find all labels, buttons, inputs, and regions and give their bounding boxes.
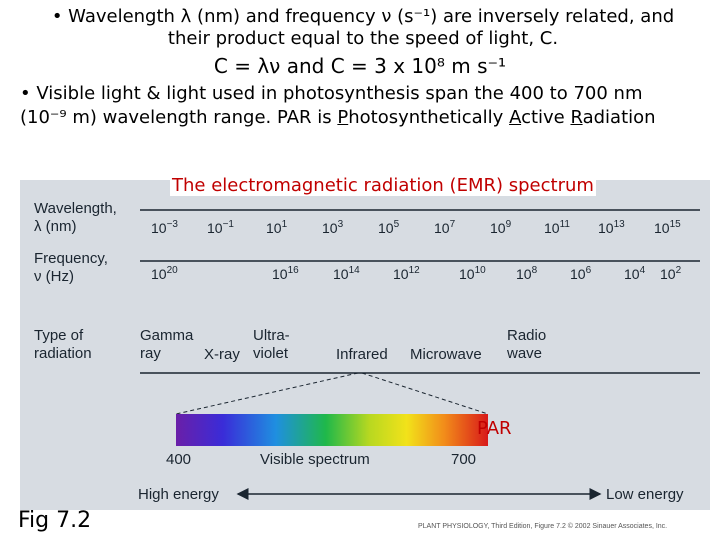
radiation-type-label-line1: Type of: [34, 327, 84, 344]
low-energy-label: Low energy: [606, 486, 684, 503]
gamma-line2: ray: [140, 345, 161, 362]
frequency-tick-8: 102: [660, 265, 682, 282]
visible-700-label: 700: [451, 451, 477, 468]
frequency-label: Frequency, ν (Hz): [34, 250, 108, 286]
radiation-ultraviolet: Ultra- violet: [253, 327, 290, 363]
wavelength-tick-9: 1015: [654, 219, 681, 236]
wavelength-tick-7: 1011: [544, 219, 570, 236]
speed-of-light-formula: C = λν and C = 3 x 10⁸ m s⁻¹: [213, 54, 507, 78]
bullet2-line2-start: (10⁻⁹ m) wavelength range. PAR is: [20, 107, 338, 128]
wavelength-tick-1: 10−1: [207, 219, 234, 236]
bullet-visible-light: • Visible light & light used in photosyn…: [20, 82, 710, 130]
par-letter-r: R: [570, 107, 583, 128]
radiation-type-label-line2: radiation: [34, 345, 92, 362]
gamma-line1: Gamma: [140, 327, 194, 344]
par-letter-a: A: [509, 107, 522, 128]
frequency-tick-6: 106: [570, 265, 592, 282]
uv-line2: violet: [253, 345, 289, 362]
frequency-tick-4: 1010: [459, 265, 486, 282]
frequency-tick-3: 1012: [393, 265, 420, 282]
frequency-tick-5: 108: [516, 265, 538, 282]
par-label: PAR: [477, 418, 512, 439]
wavelength-label: Wavelength, λ (nm): [34, 200, 117, 236]
par-word-ctive: ctive: [521, 107, 571, 128]
wavelength-tick-2: 101: [266, 219, 288, 236]
par-letter-p: P: [337, 107, 349, 128]
wavelength-tick-3: 103: [322, 219, 344, 236]
radiation-microwave: Microwave: [410, 346, 482, 363]
uv-line1: Ultra-: [253, 327, 290, 344]
wavelength-tick-4: 105: [378, 219, 400, 236]
radio-line1: Radio: [507, 327, 547, 344]
emr-spectrum-title: The electromagnetic radiation (EMR) spec…: [170, 175, 596, 196]
frequency-tick-1: 1016: [272, 265, 299, 282]
frequency-tick-0: 1020: [151, 265, 178, 282]
visible-400-label: 400: [166, 451, 192, 468]
par-word-hotosynthetically: hotosynthetically: [348, 107, 510, 128]
emr-figure-panel: [20, 180, 710, 510]
radiation-infrared: Infrared: [336, 346, 388, 363]
bullet1-line2: their product equal to the speed of ligh…: [167, 28, 559, 49]
radio-line2: wave: [507, 345, 543, 362]
bullet1-line1: • Wavelength λ (nm) and frequency ν (s⁻¹…: [51, 6, 675, 27]
wavelength-tick-5: 107: [434, 219, 456, 236]
radiation-radio-wave: Radio wave: [507, 327, 546, 363]
frequency-label-line2: ν (Hz): [34, 268, 74, 285]
radiation-xray: X-ray: [204, 346, 240, 363]
wavelength-tick-8: 1013: [598, 219, 625, 236]
frequency-tick-2: 1014: [333, 265, 360, 282]
radiation-gamma-ray: Gamma ray: [140, 327, 193, 363]
high-energy-label: High energy: [138, 486, 219, 503]
wavelength-label-line2: λ (nm): [34, 218, 77, 235]
frequency-tick-7: 104: [624, 265, 646, 282]
wavelength-label-line1: Wavelength,: [34, 200, 117, 217]
zoom-line-left: [175, 372, 359, 415]
wavelength-tick-0: 10−3: [151, 219, 178, 236]
zoom-line-right: [361, 372, 489, 415]
figure-caption: Fig 7.2: [18, 508, 92, 533]
bullet-wavelength-frequency: • Wavelength λ (nm) and frequency ν (s⁻¹…: [18, 6, 708, 50]
visible-spectrum-bar: [176, 414, 488, 446]
figure-credit: PLANT PHYSIOLOGY, Third Edition, Figure …: [418, 523, 668, 530]
radiation-type-label: Type of radiation: [34, 327, 92, 363]
par-word-adiation: adiation: [582, 107, 656, 128]
bullet2-line1: • Visible light & light used in photosyn…: [20, 83, 643, 104]
wavelength-tick-6: 109: [490, 219, 512, 236]
frequency-label-line1: Frequency,: [34, 250, 108, 267]
visible-spectrum-label: Visible spectrum: [260, 451, 370, 468]
